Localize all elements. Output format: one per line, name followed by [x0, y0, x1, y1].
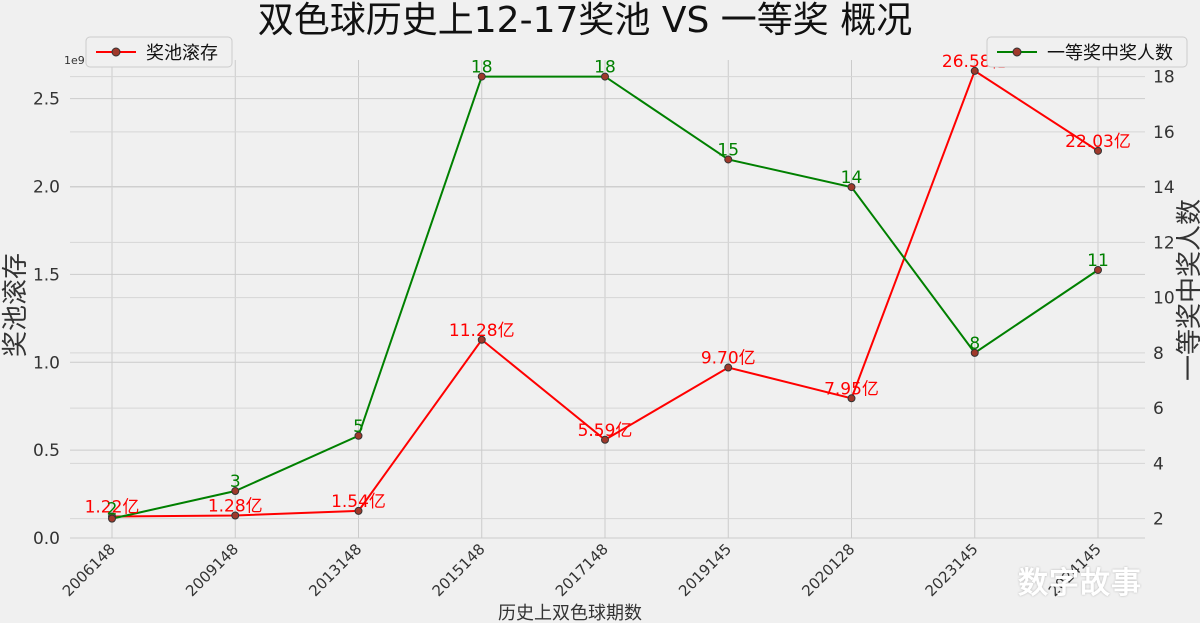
grid — [70, 60, 1145, 539]
data-point — [231, 511, 240, 520]
data-label: 18 — [594, 58, 616, 78]
chart-title: 双色球历史上12-17奖池 VS 一等奖 概况 — [258, 0, 912, 41]
y-tick-label-left: 0.5 — [33, 441, 60, 461]
y-tick-label-left: 1.5 — [33, 265, 60, 285]
x-tick-label: 2009148 — [182, 540, 242, 600]
x-tick-label: 2019145 — [675, 540, 735, 600]
data-label: 14 — [841, 168, 863, 188]
legend-winners-label: 一等奖中奖人数 — [1047, 43, 1173, 64]
data-label: 22.03亿 — [1065, 132, 1131, 152]
y-tick-label-left: 2.0 — [33, 178, 60, 198]
series-points — [108, 66, 1102, 523]
y-axis-label-right: 一等奖中奖人数 — [1175, 199, 1200, 381]
data-label: 2 — [107, 500, 118, 520]
data-point — [477, 335, 486, 344]
data-point — [601, 435, 609, 444]
data-point — [847, 183, 856, 192]
y-tick-label-right: 10 — [1153, 289, 1175, 309]
data-label: 3 — [230, 472, 241, 492]
data-label: 5 — [353, 417, 364, 437]
data-point — [354, 506, 363, 515]
data-label: 8 — [969, 334, 980, 354]
data-label: 1.28亿 — [208, 497, 263, 517]
y-tick-label-right: 12 — [1153, 233, 1175, 253]
legend-pool: 奖池滚存 — [85, 36, 233, 68]
y-tick-label-right: 4 — [1153, 454, 1164, 474]
y-tick-label-left: 2.5 — [33, 90, 60, 110]
data-point — [477, 72, 486, 81]
data-point — [231, 487, 240, 496]
y-tick-label-left: 1.0 — [33, 353, 60, 373]
data-point — [847, 394, 856, 403]
data-point — [354, 431, 363, 440]
watermark: 数字故事 — [1018, 566, 1142, 601]
legend-pool-marker — [111, 47, 121, 57]
data-label: 7.95亿 — [824, 379, 879, 399]
y-tick-label-right: 14 — [1153, 178, 1175, 198]
x-tick-label: 2013148 — [305, 540, 365, 600]
data-point — [724, 155, 733, 164]
y-tick-label-right: 8 — [1153, 344, 1164, 364]
data-label: 11.28亿 — [449, 321, 515, 341]
x-axis-label: 历史上双色球期数 — [498, 603, 642, 623]
data-point — [724, 363, 733, 372]
x-tick-label: 2006148 — [59, 540, 119, 600]
x-tick-label: 2017148 — [552, 540, 612, 600]
data-label: 1.54亿 — [331, 492, 386, 512]
y-tick-label-right: 16 — [1153, 123, 1175, 143]
legend-winners-marker — [1012, 47, 1022, 57]
y-tick-label-right: 2 — [1153, 510, 1164, 530]
data-point — [970, 348, 979, 357]
x-tick-label: 2015148 — [429, 540, 489, 600]
legend-pool-label: 奖池滚存 — [146, 43, 218, 64]
data-point — [1094, 146, 1102, 155]
data-point — [601, 72, 609, 81]
x-tick-label: 2020128 — [798, 540, 858, 600]
data-point — [108, 514, 116, 523]
data-label: 18 — [471, 58, 493, 78]
legend-winners: 一等奖中奖人数 — [986, 36, 1188, 68]
y-axis-label-left: 奖池滚存 — [1, 253, 31, 357]
y-tick-label-right: 6 — [1153, 399, 1164, 419]
y-tick-label-left: 0.0 — [33, 529, 60, 549]
data-point — [1094, 265, 1102, 274]
y-axis-multiplier: 1e9 — [64, 54, 85, 67]
data-label: 1.22亿 — [85, 498, 140, 518]
data-label: 9.70亿 — [701, 349, 756, 369]
data-label: 15 — [717, 140, 739, 160]
y-tick-label-right: 18 — [1153, 68, 1175, 88]
data-point — [970, 66, 979, 75]
data-label: 11 — [1087, 251, 1109, 271]
data-label: 5.59亿 — [578, 421, 633, 441]
plot-area — [70, 60, 1145, 538]
x-tick-label: 2023145 — [922, 540, 982, 600]
data-labels: 1.22亿 1.28亿 1.54亿11.28亿5.59亿9.70亿7.95亿26.5… — [85, 52, 1131, 520]
